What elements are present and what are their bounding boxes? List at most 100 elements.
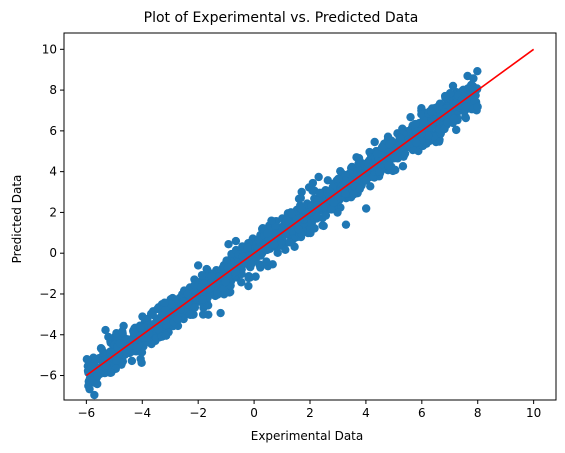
scatter-point — [423, 131, 433, 140]
scatter-point — [176, 305, 185, 314]
scatter-point — [326, 187, 335, 196]
scatter-point — [361, 204, 371, 213]
scatter-point — [127, 356, 137, 366]
scatter-point — [112, 356, 121, 365]
scatter-point — [282, 216, 291, 225]
scatter-point — [385, 140, 394, 149]
scatter-point — [327, 205, 336, 214]
scatter-point — [448, 81, 458, 91]
scatter-point — [269, 240, 279, 249]
scatter-point — [230, 267, 240, 277]
scatter-point — [362, 176, 371, 185]
scatter-point — [386, 147, 395, 156]
scatter-point — [408, 145, 418, 155]
scatter-point — [384, 161, 393, 171]
scatter-point — [91, 355, 100, 365]
scatter-point — [281, 245, 290, 254]
scatter-point — [457, 95, 467, 105]
scatter-point — [427, 107, 436, 116]
scatter-point — [216, 308, 225, 318]
scatter-point — [198, 295, 207, 304]
scatter-point — [364, 159, 373, 168]
scatter-point — [119, 321, 128, 331]
scatter-point — [390, 154, 399, 163]
scatter-point — [198, 310, 208, 319]
y-axis-label: Predicted Data — [10, 175, 24, 264]
scatter-point — [273, 248, 282, 258]
scatter-point — [137, 358, 146, 367]
x-tick-label: 2 — [306, 406, 314, 420]
scatter-point — [117, 328, 127, 337]
scatter-point — [136, 323, 145, 332]
scatter-point — [224, 240, 233, 249]
scatter-point — [107, 368, 116, 377]
scatter-point — [439, 108, 449, 117]
y-tick-label: 10 — [42, 42, 57, 56]
scatter-point — [319, 221, 328, 231]
y-tick-label: −4 — [39, 328, 57, 342]
scatter-point — [294, 225, 304, 234]
x-tick-label: −6 — [78, 406, 96, 420]
scatter-point — [310, 224, 319, 233]
scatter-point — [430, 132, 439, 141]
scatter-point — [411, 119, 420, 129]
scatter-point — [190, 303, 200, 312]
scatter-point — [461, 102, 471, 111]
scatter-point — [161, 331, 171, 340]
scatter-point — [354, 159, 363, 168]
scatter-point — [207, 271, 216, 281]
scatter-point — [238, 252, 248, 261]
x-axis-label: Experimental Data — [251, 429, 364, 443]
scatter-point — [443, 118, 452, 128]
plot-area — [82, 48, 535, 400]
scatter-point — [115, 339, 125, 348]
x-axis-ticks: −6 −4 −2 0 2 4 6 8 10 — [78, 400, 541, 420]
scatter-point — [374, 156, 383, 165]
scatter-point — [132, 343, 142, 352]
scatter-point — [93, 379, 102, 389]
scatter-point — [417, 110, 426, 119]
scatter-point — [452, 125, 461, 135]
scatter-point — [333, 174, 343, 184]
scatter-point — [221, 277, 230, 287]
scatter-point — [262, 257, 271, 266]
scatter-point — [97, 345, 106, 354]
scatter-point — [157, 311, 167, 320]
scatter-point — [473, 66, 482, 76]
scatter-point — [272, 230, 281, 240]
scatter-point — [320, 202, 330, 212]
scatter-point — [341, 176, 350, 185]
scatter-point — [173, 314, 182, 324]
y-axis-ticks: −6 −4 −2 0 2 4 6 8 10 — [39, 42, 64, 383]
scatter-point — [90, 390, 99, 400]
scatter-point — [82, 355, 92, 364]
scatter-point — [267, 216, 276, 225]
scatter-point — [212, 278, 221, 287]
x-tick-label: −2 — [189, 406, 207, 420]
scatter-point — [449, 114, 459, 124]
scatter-point — [406, 112, 415, 122]
scatter-point — [104, 332, 113, 342]
scatter-point — [262, 229, 272, 238]
scatter-point — [185, 310, 195, 319]
scatter-point — [190, 280, 199, 290]
identity-line — [85, 48, 535, 377]
y-tick-label: 0 — [49, 246, 57, 260]
scatter-point — [377, 143, 387, 152]
scatter-point — [440, 91, 450, 101]
scatter-point — [329, 198, 339, 207]
scatter-point — [130, 328, 139, 337]
scatter-point — [391, 165, 400, 175]
scatter-point — [125, 341, 134, 351]
scatter-point — [93, 371, 102, 381]
x-tick-label: 0 — [250, 406, 258, 420]
axes-frame — [63, 32, 557, 401]
scatter-point — [197, 270, 207, 280]
y-tick-label: 2 — [49, 205, 57, 219]
scatter-point — [355, 184, 364, 194]
scatter-point — [87, 362, 96, 371]
x-tick-label: −4 — [133, 406, 151, 420]
scatter-point — [469, 74, 478, 83]
scatter-point — [398, 162, 408, 171]
